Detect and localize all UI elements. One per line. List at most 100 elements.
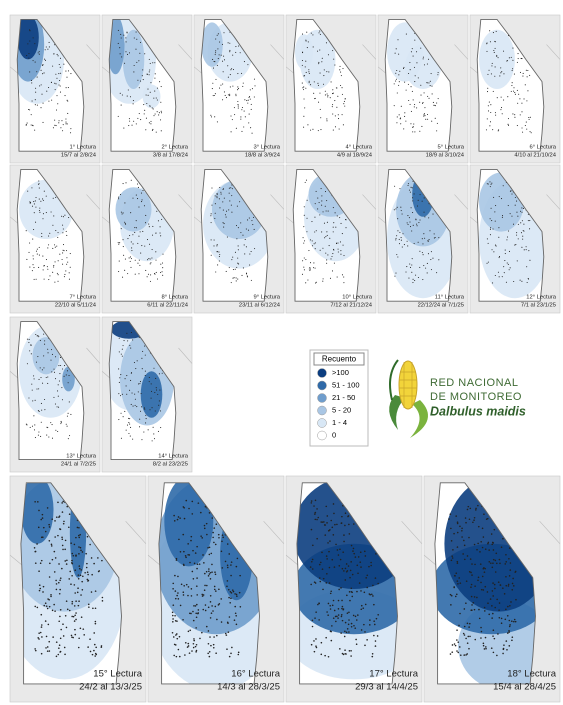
sample-point [144, 109, 146, 111]
sample-point [36, 248, 38, 250]
sample-point [486, 238, 488, 240]
sample-point [333, 222, 335, 224]
sample-point [500, 107, 503, 109]
sample-point [228, 655, 231, 658]
sample-point [184, 642, 187, 644]
sample-point [481, 527, 484, 530]
sample-point [396, 254, 398, 256]
sample-point [352, 614, 355, 617]
sample-point [34, 99, 36, 101]
sample-point [118, 198, 120, 200]
sample-point [232, 256, 234, 258]
sample-point [40, 200, 42, 202]
sample-point [140, 192, 143, 194]
sample-point [374, 577, 377, 579]
sample-point [28, 251, 30, 253]
sample-point [427, 95, 429, 97]
sample-point [34, 501, 36, 503]
sample-point [224, 632, 227, 635]
sample-point [58, 84, 60, 86]
sample-point [348, 591, 351, 593]
sample-point [311, 619, 314, 622]
sample-point [334, 212, 336, 214]
sample-point [487, 541, 490, 544]
sample-point [310, 500, 313, 502]
sample-point [57, 430, 59, 433]
sample-point [49, 232, 51, 234]
sample-point [245, 246, 247, 248]
sample-point [348, 611, 350, 614]
sample-point [530, 132, 532, 134]
sample-point [332, 207, 334, 209]
sample-point [529, 116, 531, 118]
sample-point [28, 53, 30, 55]
sample-point [418, 221, 420, 224]
sample-point [55, 655, 58, 658]
sample-point [81, 551, 84, 553]
sample-point [236, 89, 239, 91]
sample-point [208, 655, 211, 658]
sample-point [517, 102, 519, 104]
sample-point [136, 61, 138, 63]
sample-point [503, 593, 506, 595]
sample-point [509, 624, 511, 626]
sample-point [252, 216, 255, 218]
sample-point [160, 112, 163, 114]
sample-point [424, 216, 426, 218]
sample-point [44, 340, 46, 342]
sample-point [203, 527, 206, 530]
sample-point [235, 95, 237, 97]
sample-point [191, 570, 194, 573]
sample-point [495, 245, 497, 247]
sample-point [221, 60, 224, 62]
sample-point [147, 429, 149, 431]
sample-point [231, 589, 234, 591]
sample-point [511, 82, 513, 84]
sample-point [502, 587, 504, 589]
sample-point [128, 52, 131, 54]
sample-point [135, 227, 137, 229]
sample-point [95, 646, 97, 649]
sample-point [150, 262, 152, 264]
sample-point [454, 575, 456, 577]
sample-point [491, 566, 494, 569]
sample-point [30, 124, 32, 126]
sample-point [205, 625, 208, 628]
sample-point [83, 634, 86, 636]
sample-point [155, 377, 157, 379]
sample-point [507, 263, 509, 265]
sample-point [132, 103, 134, 105]
sample-point [516, 124, 518, 127]
sample-point [511, 588, 514, 591]
sample-point [155, 232, 157, 234]
logo-text: RED NACIONAL [430, 377, 519, 389]
sample-point [191, 513, 194, 515]
sample-point [218, 54, 220, 56]
sample-point [161, 271, 163, 273]
sample-point [193, 562, 196, 565]
sample-point [155, 271, 157, 274]
sample-point [124, 202, 126, 204]
sample-point [47, 376, 49, 378]
sample-point [303, 226, 305, 228]
sample-point [345, 563, 348, 565]
sample-point [162, 274, 164, 276]
sample-point [336, 215, 338, 217]
sample-point [216, 195, 218, 197]
sample-point [352, 550, 354, 552]
sample-point [172, 582, 175, 585]
sample-point [306, 199, 308, 201]
sample-point [423, 113, 425, 115]
sample-point [58, 120, 60, 122]
sample-point [301, 64, 303, 66]
sample-point [303, 75, 305, 77]
sample-point [142, 189, 144, 191]
sample-point [325, 235, 327, 238]
sample-point [529, 228, 531, 230]
sample-point [132, 99, 134, 102]
sample-point [157, 393, 159, 395]
sample-point [57, 232, 59, 234]
sample-point [320, 653, 323, 656]
sample-point [92, 607, 94, 610]
sample-point [250, 103, 252, 105]
